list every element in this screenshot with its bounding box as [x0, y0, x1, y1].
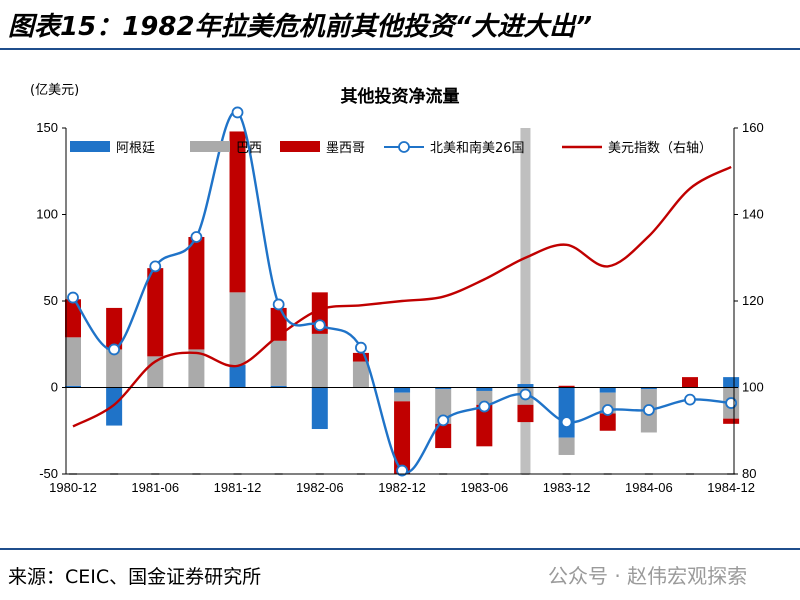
bar-segment: [106, 349, 123, 388]
bar-segment: [435, 423, 452, 449]
bar-segment: [681, 377, 698, 388]
bar-segment: [65, 337, 81, 386]
bar-segment: [394, 392, 411, 402]
bar-segment: [558, 387, 575, 438]
source-note: 来源：CEIC、国金证券研究所: [8, 566, 262, 588]
y2-tick-label: 140: [742, 207, 764, 222]
x-tick-label: 1980-12: [49, 480, 97, 495]
series-point-americas-26: [478, 400, 491, 413]
series-point-americas-26: [149, 260, 162, 273]
x-tick-label: 1984-06: [625, 480, 673, 495]
bar-segment: [106, 387, 123, 426]
series-point-americas-26: [108, 343, 121, 356]
bar-segment: [106, 307, 123, 350]
bar-segment: [435, 389, 452, 424]
bottom-rule: [0, 548, 800, 550]
series-point-americas-26: [313, 319, 326, 332]
y-tick-label: 150: [36, 120, 58, 135]
watermark: 公众号 · 赵伟宏观探索: [548, 564, 748, 588]
y2-tick-label: 80: [742, 466, 756, 481]
series-point-americas-26: [684, 393, 696, 406]
legend-label: 阿根廷: [116, 141, 155, 156]
y2-tick-label: 100: [742, 380, 764, 395]
bar-segment: [394, 387, 411, 393]
legend-swatch: [190, 141, 230, 152]
bar-segment: [188, 236, 205, 350]
bar-segment: [599, 413, 616, 431]
figure-title: 图表15：1982年拉美危机前其他投资“大进大出”: [8, 12, 593, 42]
y-tick-label: 0: [51, 380, 58, 395]
x-tick-label: 1981-06: [131, 480, 179, 495]
bar-segment: [517, 384, 534, 388]
bar-segment: [640, 387, 657, 390]
bar-segment: [352, 361, 369, 388]
bar-segment: [723, 418, 740, 424]
legend-label: 巴西: [236, 141, 262, 156]
bar-segment: [476, 404, 493, 447]
y-tick-label: 50: [44, 293, 58, 308]
y2-tick-label: 120: [742, 293, 764, 308]
chart-title: 其他投资净流量: [341, 86, 460, 107]
series-point-americas-26: [725, 397, 738, 409]
bar-segment: [599, 387, 616, 393]
bar-segment: [394, 401, 411, 474]
series-line-usd-index: [72, 165, 732, 428]
x-tick-label: 1983-12: [543, 480, 591, 495]
legend-label: 美元指数（右轴）: [608, 141, 712, 156]
y-tick-label: -50: [39, 466, 58, 481]
bar-segment: [517, 404, 534, 423]
bar-segment: [311, 333, 328, 388]
legend-swatch: [280, 141, 320, 152]
y-tick-label: 100: [36, 207, 58, 222]
bar-segment: [270, 385, 287, 388]
bar-segment: [229, 131, 246, 293]
bar-segment: [558, 437, 575, 455]
bar-segment: [65, 299, 81, 338]
chart: -50 0 50 100 150 80 100 120 140 160 1980-12 1981-06…: [30, 83, 764, 495]
series-point-americas-26: [67, 291, 79, 304]
series-point-americas-26: [519, 388, 532, 401]
series-point-americas-26: [642, 404, 655, 416]
bar-segment: [352, 352, 369, 362]
series-point-americas-26: [355, 341, 367, 354]
x-tick-label: 1983-06: [460, 480, 508, 495]
series-point-americas-26: [190, 231, 203, 243]
series-point-americas-26: [437, 414, 450, 427]
bar-segment: [229, 292, 246, 366]
series-point-americas-26: [272, 298, 285, 311]
bar-segment: [476, 390, 493, 405]
bar-segment: [558, 385, 575, 388]
x-tick-label: 1982-06: [296, 480, 344, 495]
series-point-americas-26: [601, 404, 614, 416]
highlight-band: [520, 128, 531, 474]
x-tick-label: 1981-12: [214, 480, 262, 495]
series-point-americas-26: [231, 106, 244, 119]
legend-label: 墨西哥: [326, 141, 365, 156]
bar-segment: [188, 349, 205, 388]
x-tick-label: 1982-12: [378, 480, 426, 495]
bar-segment: [311, 387, 328, 430]
top-rule: [0, 48, 800, 50]
x-tick-label: 1984-12: [707, 480, 755, 495]
series-point-americas-26: [560, 416, 573, 429]
legend-label: 北美和南美26国: [430, 140, 525, 156]
bar-segment: [270, 340, 287, 386]
y-axis-unit-label: (亿美元): [30, 83, 79, 98]
y2-tick-label: 160: [742, 120, 764, 135]
bar-segment: [65, 385, 81, 388]
legend-swatch-marker: [398, 141, 410, 153]
bar-segment: [723, 377, 740, 388]
legend-swatch: [70, 141, 110, 152]
series-point-americas-26: [396, 464, 408, 477]
bar-segment: [229, 365, 246, 388]
bar-segment: [476, 387, 493, 391]
bar-segment: [147, 268, 164, 357]
bar-segment: [435, 387, 452, 390]
